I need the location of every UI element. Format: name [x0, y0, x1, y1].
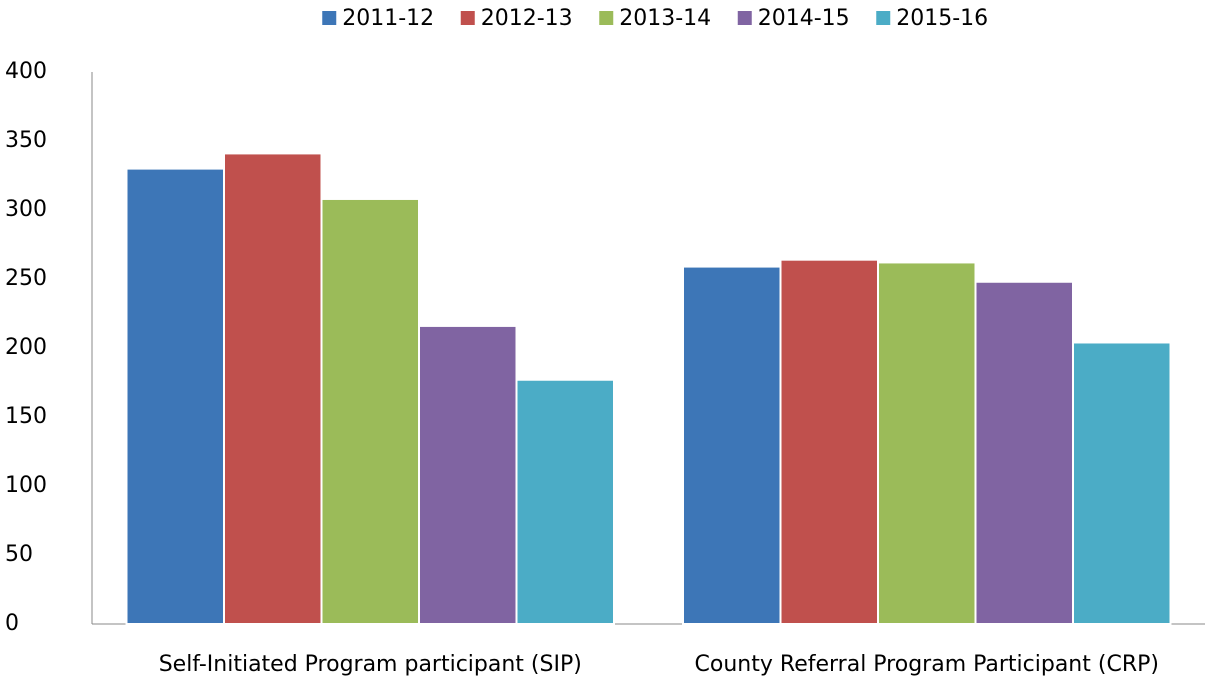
- legend-label: 2011-12: [342, 6, 434, 31]
- y-tick-label: 250: [5, 266, 47, 291]
- bar: [320, 197, 420, 626]
- legend-swatch: [322, 11, 337, 25]
- bar: [125, 167, 225, 625]
- bar: [515, 378, 615, 625]
- bar: [1072, 341, 1172, 625]
- y-tick-label: 100: [5, 473, 47, 498]
- x-tick-label: County Referral Program Participant (CRP…: [695, 652, 1159, 677]
- bar: [974, 280, 1074, 625]
- legend-swatch: [737, 11, 752, 25]
- y-tick-label: 0: [5, 611, 19, 636]
- y-tick-label: 300: [5, 197, 47, 222]
- y-tick-label: 150: [5, 404, 47, 429]
- y-tick-label: 50: [5, 542, 33, 567]
- legend-swatch: [460, 11, 475, 25]
- legend-label: 2014-15: [758, 6, 850, 31]
- y-tick-label: 400: [5, 59, 47, 84]
- y-tick-label: 200: [5, 335, 47, 360]
- bar: [223, 152, 323, 625]
- legend-label: 2015-16: [896, 6, 988, 31]
- x-tick-label: Self-Initiated Program participant (SIP): [159, 652, 582, 677]
- bar: [779, 258, 879, 625]
- legend-label: 2012-13: [481, 6, 573, 31]
- legend-label: 2013-14: [619, 6, 711, 31]
- bar: [682, 265, 782, 625]
- bar: [418, 324, 518, 625]
- legend-swatch: [876, 11, 891, 25]
- y-tick-label: 350: [5, 128, 47, 153]
- legend-swatch: [599, 11, 614, 25]
- bar: [877, 261, 977, 625]
